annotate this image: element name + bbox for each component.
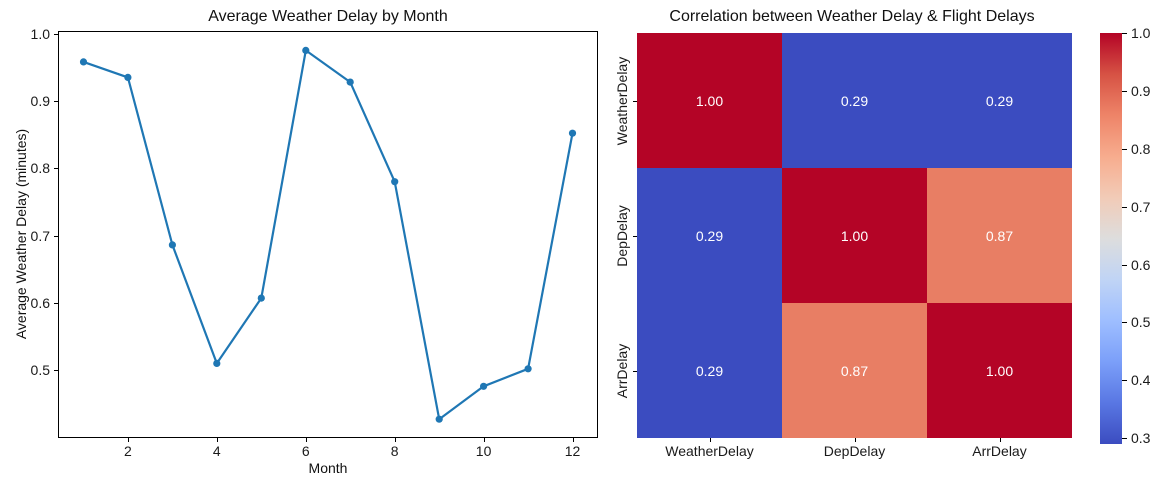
data-point-month-6 [302,46,310,54]
colorbar [1100,33,1122,444]
x-tick-label: 2 [123,443,132,459]
y-tick-mark [54,100,58,102]
line-chart-plot-area [58,31,598,438]
colorbar-tick-label: 0.9 [1131,82,1151,99]
data-point-month-7 [346,78,354,86]
heatmap-cell-ArrDelay-ArrDelay: 1.00 [927,303,1072,438]
colorbar-tick-mark [1122,438,1127,440]
colorbar-tick-label: 0.6 [1131,256,1151,273]
colorbar-tick-mark [1122,206,1127,208]
data-point-month-2 [124,73,132,81]
data-point-month-3 [168,241,176,249]
colorbar-tick-label: 0.5 [1131,314,1151,331]
colorbar-tick-mark [1122,33,1127,34]
heatmap-cell-DepDelay-WeatherDelay: 0.29 [637,168,782,303]
heatmap-grid: 1.00 0.29 0.29 0.29 1.00 0.87 0.29 0.87 1.00 [637,33,1072,438]
heatmap-cell-DepDelay-ArrDelay: 0.87 [927,168,1072,303]
colorbar-tick-label: 0.8 [1131,140,1151,157]
x-tick-mark [127,438,129,442]
data-point-month-11 [524,365,532,373]
heatmap-row-label-DepDelay: DepDelay [614,204,630,267]
y-tick-mark [54,168,58,170]
colorbar-tick-label: 1.0 [1131,25,1151,41]
data-point-month-9 [435,415,443,423]
line-path [83,49,574,421]
colorbar-tick-label: 0.4 [1131,372,1151,389]
y-tick-mark [54,33,58,35]
y-tick-label: 0.7 [30,227,50,244]
y-tick-mark [54,235,58,237]
heatmap-cell-ArrDelay-DepDelay: 0.87 [782,303,927,438]
x-tick-label: 10 [475,443,492,459]
heatmap-y-tick-mark [633,100,637,102]
x-tick-mark [216,438,218,442]
colorbar-tick-mark [1122,90,1127,92]
heatmap-cell-DepDelay-DepDelay: 1.00 [782,168,927,303]
heatmap-y-tick-mark [633,235,637,237]
x-tick-mark [483,438,485,442]
y-tick-mark [54,302,58,304]
colorbar-tick-mark [1122,148,1127,150]
heatmap-column-label-DepDelay: DepDelay [823,443,886,459]
x-tick-mark [572,438,574,442]
heatmap-title: Correlation between Weather Delay & Flig… [669,8,1035,25]
x-tick-label: 8 [390,443,399,459]
line-series [79,46,577,423]
line-chart-title: Average Weather Delay by Month [208,8,448,25]
x-tick-label: 4 [212,443,221,459]
heatmap-cell-WeatherDelay-DepDelay: 0.29 [782,33,927,168]
data-point-month-8 [391,178,399,186]
colorbar-tick-mark [1122,380,1127,382]
heatmap-x-tick-mark [709,438,711,442]
data-point-month-4 [213,359,221,367]
y-tick-label: 1.0 [30,25,50,42]
heatmap-cell-WeatherDelay-ArrDelay: 0.29 [927,33,1072,168]
x-tick-mark [305,438,307,442]
y-tick-label: 0.8 [30,160,50,177]
heatmap-cell-WeatherDelay-WeatherDelay: 1.00 [637,33,782,168]
data-point-month-5 [257,294,265,302]
heatmap-y-tick-mark [633,370,637,372]
data-point-month-1 [79,58,88,66]
heatmap-x-tick-mark [854,438,856,442]
line-chart-y-axis-label: Average Weather Delay (minutes) [13,128,29,340]
y-tick-mark [54,370,58,372]
y-tick-label: 0.6 [30,294,50,311]
x-tick-label: 6 [301,443,310,459]
heatmap-column-label-ArrDelay: ArrDelay [972,443,1027,459]
colorbar-tick-label: 0.7 [1131,198,1151,215]
y-tick-label: 0.5 [30,362,50,379]
heatmap-cell-ArrDelay-WeatherDelay: 0.29 [637,303,782,438]
heatmap-column-label-WeatherDelay: WeatherDelay [665,443,754,459]
heatmap-x-tick-mark [999,438,1001,442]
colorbar-tick-mark [1122,264,1127,266]
x-tick-mark [394,438,396,442]
heatmap-row-label-WeatherDelay: WeatherDelay [614,56,630,145]
colorbar-tick-label: 0.3 [1131,430,1151,447]
data-point-month-12 [568,129,577,137]
line-chart-x-axis-label: Month [308,460,348,476]
heatmap-row-label-ArrDelay: ArrDelay [614,343,630,398]
colorbar-tick-mark [1122,322,1127,324]
data-point-month-10 [480,382,488,390]
y-tick-label: 0.9 [30,92,50,109]
x-tick-label: 12 [564,443,581,459]
